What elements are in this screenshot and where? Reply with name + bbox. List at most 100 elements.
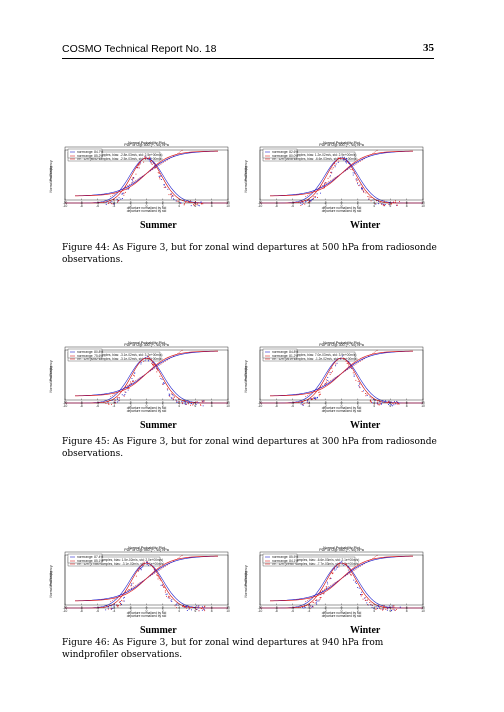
- data-point: [366, 395, 368, 396]
- data-point: [158, 173, 160, 174]
- data-point: [332, 370, 333, 372]
- data-point: [183, 606, 185, 608]
- data-point: [347, 362, 349, 364]
- data-point: [167, 389, 169, 391]
- data-point: [304, 607, 306, 608]
- x-tick-label: -8: [275, 609, 278, 613]
- data-point: [149, 564, 151, 566]
- data-point: [395, 403, 397, 405]
- x-tick-label: 0: [146, 201, 148, 205]
- data-point: [314, 196, 316, 197]
- data-point: [140, 361, 142, 363]
- legend-box: [67, 348, 103, 359]
- data-point: [117, 606, 119, 608]
- data-point: [140, 567, 142, 569]
- data-point: [348, 364, 349, 366]
- data-point: [124, 391, 126, 393]
- data-point: [316, 599, 318, 601]
- data-point: [195, 404, 197, 405]
- data-point: [190, 402, 192, 404]
- data-point: [313, 397, 315, 399]
- x-tick-label: 0: [341, 404, 343, 408]
- data-point: [310, 605, 312, 607]
- data-point: [305, 200, 307, 202]
- data-point: [303, 605, 305, 607]
- data-point: [176, 602, 178, 604]
- x-tick-label: 4: [373, 606, 375, 610]
- data-point: [170, 397, 172, 399]
- data-point: [376, 200, 377, 202]
- data-point: [305, 201, 306, 203]
- data-point: [329, 372, 331, 374]
- panel-summer: PDF of U@ 940 (+- 10) hPa -10 -8 -6 -4 -2 0 2 4 6…: [40, 545, 250, 700]
- data-point: [175, 200, 177, 202]
- data-point: [391, 610, 393, 612]
- data-point: [114, 400, 116, 401]
- data-point: [368, 196, 370, 198]
- data-point: [301, 201, 303, 203]
- x-tick-label: 2: [357, 404, 359, 408]
- x-tick-label: -2: [129, 404, 132, 408]
- data-point: [380, 403, 382, 405]
- data-point: [388, 400, 390, 402]
- data-point: [375, 609, 377, 610]
- data-point: [325, 586, 327, 588]
- data-point: [198, 610, 200, 612]
- data-point: [363, 191, 365, 193]
- data-point: [152, 364, 153, 365]
- data-point: [161, 378, 163, 380]
- data-point: [193, 205, 195, 207]
- data-point: [191, 609, 192, 611]
- data-point: [311, 199, 313, 201]
- data-point: [200, 202, 202, 203]
- legend-entry: 09 - 12h (2619 samples, bias: -1.2e-02m/…: [272, 357, 358, 361]
- data-point: [386, 202, 388, 204]
- data-point: [302, 404, 304, 406]
- data-point: [363, 390, 364, 392]
- data-point: [182, 403, 184, 405]
- x-tick-label: -4: [112, 609, 115, 613]
- data-point: [316, 600, 318, 602]
- data-point: [108, 404, 110, 405]
- data-point: [123, 395, 125, 397]
- data-point: [173, 398, 174, 400]
- data-point: [138, 569, 140, 571]
- x-tick-label: -2: [324, 609, 327, 613]
- data-point: [327, 377, 329, 378]
- data-point: [188, 201, 189, 202]
- normal-probability-plot: Normal Probability Plot -10 -8 -6 -4 -2 0 2 4 6 8 1…: [49, 141, 230, 210]
- data-point: [183, 401, 185, 403]
- data-point: [140, 162, 142, 164]
- data-point: [159, 178, 161, 180]
- data-point: [123, 395, 125, 397]
- data-point: [325, 182, 327, 184]
- data-point: [204, 610, 206, 612]
- data-point: [137, 166, 138, 168]
- data-point: [339, 561, 341, 563]
- data-point: [178, 200, 180, 202]
- data-point: [180, 202, 182, 204]
- data-point: [300, 401, 302, 403]
- data-point: [163, 587, 165, 588]
- data-point: [111, 400, 113, 401]
- nd-title: Normal Probability Plot: [323, 141, 360, 145]
- data-point: [182, 402, 183, 404]
- data-point: [307, 202, 309, 203]
- x-tick-label: -4: [307, 606, 310, 610]
- data-point: [399, 402, 401, 404]
- legend-entry: normrange: 80.8%: [77, 350, 103, 354]
- data-point: [373, 608, 375, 610]
- data-point: [346, 160, 347, 162]
- x-tick-label: -4: [307, 609, 310, 613]
- data-point: [303, 403, 305, 404]
- data-point: [356, 178, 357, 180]
- data-point: [372, 604, 373, 606]
- data-point: [118, 605, 119, 606]
- data-point: [110, 605, 112, 607]
- data-point: [345, 360, 347, 362]
- data-point: [166, 595, 167, 597]
- legend-entry: normrange: 80.0%: [272, 154, 298, 158]
- data-point: [331, 367, 333, 369]
- figure-caption: Figure 44: As Figure 3, but for zonal wi…: [62, 243, 437, 265]
- normal-probability-plot: Normal Probability Plot -10 -8 -6 -4 -2 0 2 4 6 8 1…: [49, 341, 230, 410]
